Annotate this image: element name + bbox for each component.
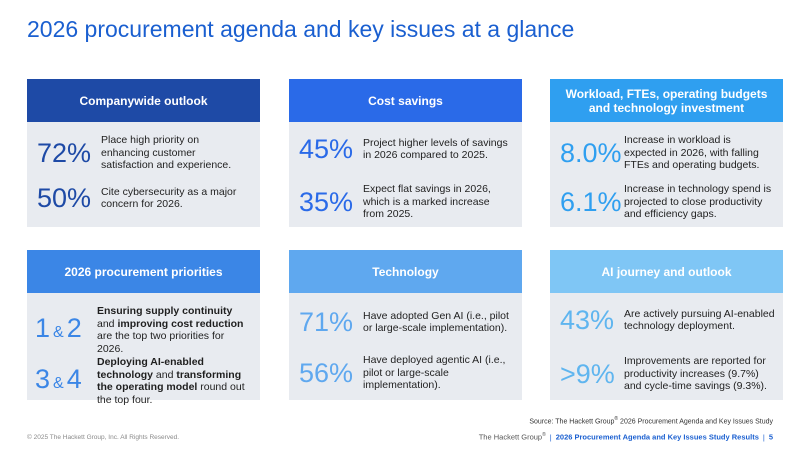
card-body: 1 & 2 Ensuring supply continuity and impro… xyxy=(27,293,260,406)
source-text: 2026 Procurement Agenda and Key Issues S… xyxy=(618,418,773,426)
priority-number: 1 & 2 xyxy=(35,313,97,348)
stat-description: Expect flat savings in 2026, which is a … xyxy=(363,183,491,220)
bold-text: Deploying AI-enabled technology xyxy=(97,356,204,381)
stat-description: Increase in workload is expected in 2026… xyxy=(624,134,760,171)
stat-value: 50% xyxy=(37,183,92,213)
priority-first: 1 xyxy=(35,312,51,343)
page-number: 5 xyxy=(768,432,773,442)
registered-mark: ® xyxy=(542,432,546,438)
stat-value: 56% xyxy=(299,357,354,388)
study-title: 2026 Procurement Agenda and Key Issues S… xyxy=(555,432,759,442)
text: are the top two priorities for 2026. xyxy=(97,330,225,355)
priority-first: 3 xyxy=(35,363,51,394)
stat-description: Increase in technology spend is projecte… xyxy=(624,183,772,220)
stat-description: Place high priority on enhancing custome… xyxy=(101,134,232,171)
stat-description: Project higher levels of savings in 2026… xyxy=(363,136,508,162)
priority-description: Deploying AI-enabled technology and tran… xyxy=(97,356,252,406)
stat-description: Have adopted Gen AI (i.e., pilot or larg… xyxy=(363,309,509,335)
card-header: Cost savings xyxy=(289,79,522,122)
stat-description: Are actively pursuing AI-enabled technol… xyxy=(624,307,775,333)
copyright: © 2025 The Hackett Group, Inc. All Right… xyxy=(27,434,180,441)
bold-text: improving cost reduction xyxy=(117,317,244,330)
card-technology: Technology 71% Have adopted Gen AI (i.e.… xyxy=(289,250,522,400)
card-body: 71% Have adopted Gen AI (i.e., pilot or … xyxy=(289,293,522,400)
source-text: Source: The Hackett Group xyxy=(529,418,615,426)
priority-ampersand: & xyxy=(53,374,64,392)
card-body: 72% Place high priority on enhancing cus… xyxy=(27,122,260,227)
card-header: AI journey and outlook xyxy=(550,250,783,293)
card-header: Companywide outlook xyxy=(27,79,260,122)
stat-description: Improvements are reported for productivi… xyxy=(624,355,767,392)
footer-brand-line: The Hackett Group® | 2026 Procurement Agen… xyxy=(479,432,773,442)
card-workload-budgets: Workload, FTEs, operating budgets and te… xyxy=(550,79,783,227)
text: and xyxy=(97,317,118,330)
stat-description: Cite cybersecurity as a major concern fo… xyxy=(101,185,237,211)
stat-value: 6.1% xyxy=(560,186,622,217)
stat-value: 8.0% xyxy=(560,137,622,168)
stat-description: Have deployed agentic AI (i.e., pilot or… xyxy=(363,354,506,391)
registered-mark: ® xyxy=(614,416,619,422)
brand-name: The Hackett Group xyxy=(478,432,543,442)
bold-text: Ensuring supply continuity xyxy=(97,305,233,317)
stat-value: 72% xyxy=(37,137,92,168)
text: round out the top four. xyxy=(97,381,245,406)
priority-second: 4 xyxy=(66,363,82,394)
stat-value: >9% xyxy=(560,358,615,389)
stat-value: 35% xyxy=(299,186,354,217)
card-header: Technology xyxy=(289,250,522,293)
stat-value: 43% xyxy=(560,305,615,335)
card-body: 8.0% Increase in workload is expected in… xyxy=(550,122,783,227)
separator: | xyxy=(549,432,552,442)
priority-ampersand: & xyxy=(53,323,64,341)
priority-number: 3 & 4 xyxy=(35,364,97,399)
priority-description: Ensuring supply continuity and improving… xyxy=(97,305,252,355)
card-procurement-priorities: 2026 procurement priorities 1 & 2 Ensuring… xyxy=(27,250,260,406)
card-body: 43% Are actively pursuing AI-enabled tec… xyxy=(550,293,783,400)
priority-second: 2 xyxy=(66,312,82,343)
bold-text: transforming the operating model xyxy=(97,368,242,394)
card-header: Workload, FTEs, operating budgets and te… xyxy=(550,79,783,122)
card-body: 45% Project higher levels of savings in … xyxy=(289,122,522,227)
text: and xyxy=(153,368,177,381)
source-note: Source: The Hackett Group® 2026 Procurem… xyxy=(529,416,773,425)
card-header: 2026 procurement priorities xyxy=(27,250,260,293)
stat-value: 71% xyxy=(299,307,354,337)
card-cost-savings: Cost savings 45% Project higher levels o… xyxy=(289,79,522,227)
stat-value: 45% xyxy=(299,134,354,164)
card-companywide-outlook: Companywide outlook 72% Place high prior… xyxy=(27,79,260,227)
page-title: 2026 procurement agenda and key issues a… xyxy=(27,16,575,42)
card-ai-journey: AI journey and outlook 43% Are actively … xyxy=(550,250,783,400)
separator: | xyxy=(762,432,765,442)
